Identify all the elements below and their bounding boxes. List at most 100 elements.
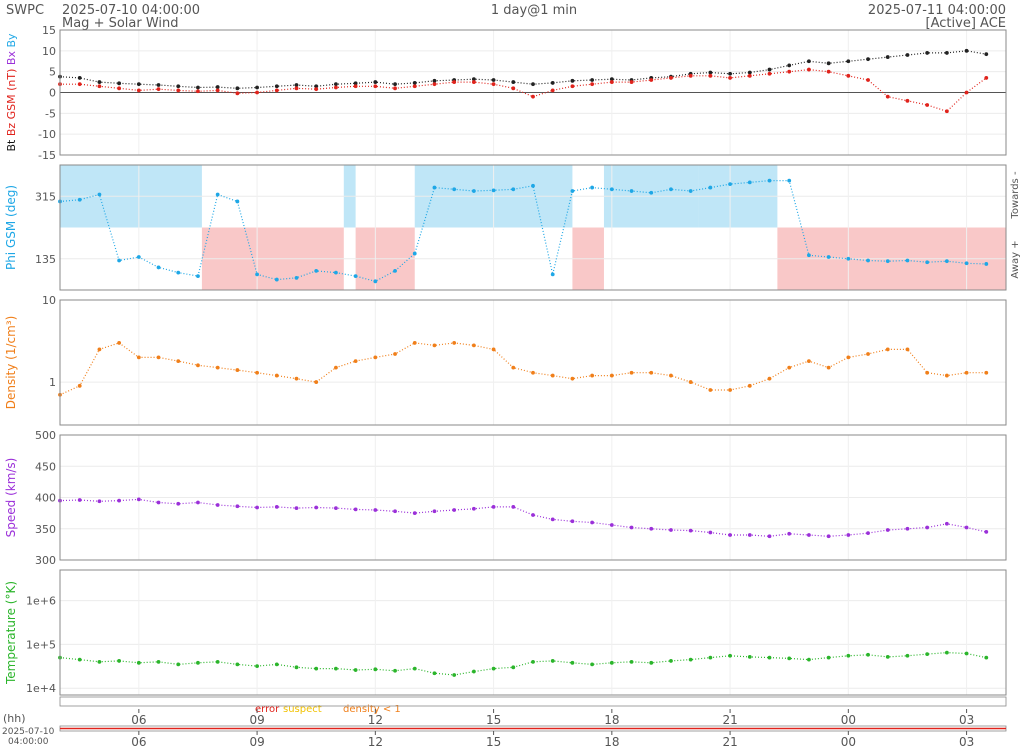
data-point <box>97 499 102 504</box>
data-point <box>215 192 220 197</box>
away-label: Away + <box>1010 240 1021 278</box>
data-point <box>412 341 417 345</box>
data-point <box>235 86 240 91</box>
data-point <box>314 666 319 671</box>
data-point <box>570 519 575 524</box>
data-point <box>550 81 555 85</box>
data-point <box>807 657 811 662</box>
data-point <box>866 57 870 62</box>
y-tick-label: 1 <box>49 376 56 389</box>
data-point <box>629 80 634 84</box>
data-point <box>846 73 851 78</box>
y-axis-label-bx: Bx <box>5 51 18 69</box>
data-point <box>471 80 476 84</box>
data-point <box>925 103 930 107</box>
data-point <box>196 89 200 94</box>
x-tick-label: 00 <box>841 735 856 748</box>
start-clock-label: 04:00:00 <box>8 737 49 747</box>
start-time: 2025-07-10 04:00:00 <box>62 3 200 18</box>
y-tick-label: -5 <box>45 107 56 120</box>
data-point <box>846 256 851 261</box>
data-point <box>905 258 910 263</box>
data-point <box>807 359 811 364</box>
data-point <box>570 189 575 193</box>
data-point <box>905 526 910 531</box>
data-point <box>491 82 496 87</box>
y-tick-label: 315 <box>35 190 56 203</box>
data-point <box>432 671 437 676</box>
data-point <box>531 183 535 188</box>
data-point <box>294 83 299 87</box>
y-tick-label: 1e+6 <box>26 595 56 608</box>
data-point <box>609 660 614 665</box>
data-point <box>550 373 555 378</box>
data-point <box>491 504 496 509</box>
data-point <box>944 109 949 114</box>
data-point <box>432 82 437 87</box>
data-point <box>885 55 890 59</box>
data-point <box>688 528 693 533</box>
data-point <box>274 373 279 378</box>
data-point <box>491 347 496 352</box>
data-point <box>294 665 299 670</box>
data-point <box>215 503 220 507</box>
data-point <box>176 501 181 506</box>
y-tick-label: 135 <box>35 253 56 266</box>
data-point <box>885 654 890 659</box>
flag-error-label: error <box>255 704 280 715</box>
data-point <box>274 662 279 667</box>
x-tick-label: 06 <box>131 713 146 727</box>
data-point <box>590 662 595 667</box>
data-point <box>846 59 851 64</box>
data-point <box>629 525 634 530</box>
data-point <box>136 660 141 665</box>
data-point <box>807 533 811 537</box>
data-point <box>826 534 831 539</box>
data-point <box>826 255 831 259</box>
x-tick-label: 15 <box>486 735 501 748</box>
data-point <box>334 365 338 370</box>
data-point <box>590 78 595 82</box>
x-tick-label: 18 <box>604 735 619 748</box>
data-point <box>629 659 634 664</box>
data-point <box>708 73 713 78</box>
y-axis-label-by: By <box>5 33 18 51</box>
data-point <box>491 666 496 671</box>
panel-phi: 315 135 Phi GSM (deg) Towards - Away + <box>4 164 1021 291</box>
data-point <box>117 258 122 263</box>
data-point <box>688 657 693 662</box>
data-point <box>629 189 634 193</box>
data-point <box>728 71 732 76</box>
data-point <box>334 270 338 275</box>
data-point <box>669 187 673 192</box>
data-point <box>373 355 378 360</box>
data-point <box>767 655 772 660</box>
data-point <box>97 84 102 89</box>
data-point <box>885 94 890 99</box>
data-point <box>117 341 122 345</box>
data-point <box>649 526 654 531</box>
data-point <box>511 365 516 370</box>
data-point <box>136 88 141 93</box>
y-axis-label-group: Bt Bz GSM (nT) Bx By <box>5 33 18 152</box>
data-point <box>176 270 181 275</box>
x-tick-label: 12 <box>368 713 383 727</box>
data-point <box>669 528 673 532</box>
data-point <box>412 251 417 256</box>
y-tick-label: 1e+5 <box>26 638 56 651</box>
x-tick-label: 03 <box>959 735 974 748</box>
data-point <box>412 84 417 89</box>
data-point <box>590 82 595 87</box>
data-point <box>708 185 713 190</box>
data-point <box>334 506 338 511</box>
data-point <box>97 80 102 84</box>
data-point <box>255 272 259 277</box>
data-point <box>964 48 969 53</box>
data-point <box>294 86 299 91</box>
y-tick-label: -15 <box>38 149 56 162</box>
y-axis-label: Speed (km/s) <box>4 458 18 538</box>
data-point <box>669 76 673 80</box>
data-point <box>964 651 969 656</box>
data-point <box>471 506 476 511</box>
data-point <box>314 87 319 92</box>
